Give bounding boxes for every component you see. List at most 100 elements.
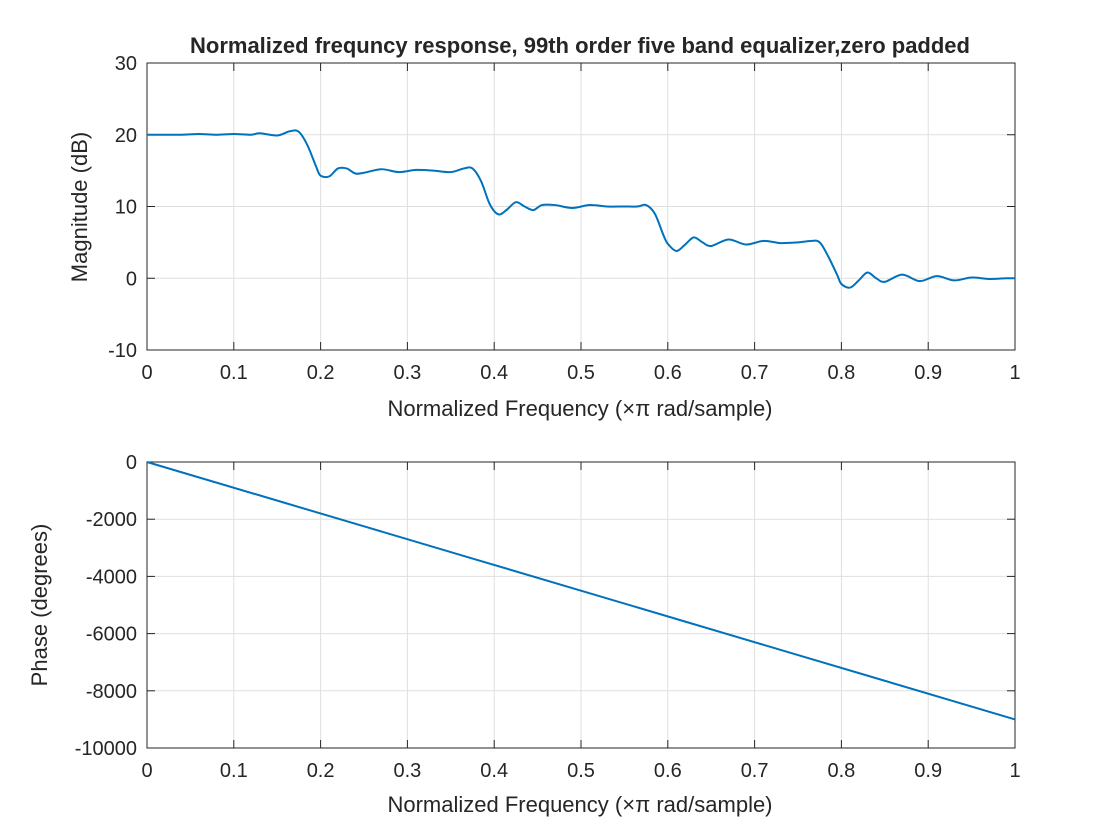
magnitude-data-point: [675, 250, 677, 252]
x-tick-label: 0.5: [567, 760, 595, 782]
magnitude-data-point: [1014, 277, 1016, 279]
magnitude-data-point: [810, 240, 812, 242]
phase-ticks: 0 0.1 0.2 0.3 0.4 0.5 0.6 0.7 0.8 0.9 1 -10000 -8000…: [75, 452, 1021, 782]
magnitude-data-point: [320, 175, 322, 177]
magnitude-data-point: [380, 168, 382, 170]
magnitude-data-point: [181, 134, 183, 136]
y-tick-label: 30: [115, 53, 137, 75]
phase-y-axis-label: Phase (degrees): [27, 524, 52, 687]
magnitude-data-point: [875, 277, 877, 279]
chart-title: Normalized frequncy response, 99th order…: [190, 33, 970, 58]
x-tick-label: 0.4: [480, 362, 508, 384]
magnitude-data-point: [866, 272, 868, 274]
magnitude-data-point: [849, 287, 851, 289]
magnitude-data-point: [354, 172, 356, 174]
phase-data-point: [797, 654, 799, 656]
magnitude-series-line: [146, 129, 1016, 289]
x-tick-label: 0.9: [914, 760, 942, 782]
magnitude-data-point: [571, 207, 573, 209]
x-tick-label: 0.2: [307, 362, 335, 384]
x-tick-label: 0: [141, 760, 152, 782]
y-tick-label: -10: [108, 340, 137, 362]
x-tick-label: 0.3: [393, 760, 421, 782]
y-tick-label: 0: [126, 452, 137, 474]
magnitude-data-point: [858, 279, 860, 281]
y-tick-label: -4000: [86, 566, 137, 588]
x-tick-label: 0.4: [480, 760, 508, 782]
magnitude-data-point: [636, 206, 638, 208]
magnitude-data-point: [480, 180, 482, 182]
magnitude-data-point: [797, 241, 799, 243]
x-tick-label: 0: [141, 362, 152, 384]
magnitude-data-point: [554, 204, 556, 206]
magnitude-y-axis-label: Magnitude (dB): [67, 132, 92, 282]
x-tick-label: 0.2: [307, 760, 335, 782]
magnitude-x-axis-label: Normalized Frequency (×π rad/sample): [387, 396, 772, 421]
magnitude-data-point: [606, 206, 608, 208]
y-tick-label: -8000: [86, 681, 137, 703]
phase-x-axis-label: Normalized Frequency (×π rad/sample): [387, 792, 772, 817]
magnitude-data-point: [623, 206, 625, 208]
y-tick-label: 0: [126, 268, 137, 290]
magnitude-data-point: [667, 243, 669, 245]
phase-data-point: [363, 525, 365, 527]
magnitude-data-point: [762, 240, 764, 242]
magnitude-data-point: [146, 134, 148, 136]
magnitude-data-point: [515, 201, 517, 203]
magnitude-data-point: [250, 134, 252, 136]
y-tick-label: 20: [115, 125, 137, 147]
magnitude-data-point: [702, 241, 704, 243]
magnitude-data-point: [315, 166, 317, 168]
magnitude-data-point: [827, 256, 829, 258]
magnitude-data-point: [780, 242, 782, 244]
magnitude-data-point: [953, 279, 955, 281]
x-tick-label: 0.9: [914, 362, 942, 384]
x-tick-label: 0.6: [654, 362, 682, 384]
phase-series-line: [146, 461, 1016, 721]
phase-data-point: [146, 461, 148, 463]
magnitude-data-point: [1005, 277, 1007, 279]
magnitude-data-point: [450, 171, 452, 173]
x-tick-label: 0.6: [654, 760, 682, 782]
magnitude-data-point: [463, 167, 465, 169]
magnitude-data-point: [233, 133, 235, 135]
magnitude-data-point: [693, 236, 695, 238]
magnitude-data-point: [840, 283, 842, 285]
magnitude-data-point: [884, 281, 886, 283]
y-tick-label: -6000: [86, 624, 137, 646]
x-tick-label: 0.7: [741, 760, 769, 782]
magnitude-data-point: [589, 204, 591, 206]
magnitude-data-point: [901, 274, 903, 276]
phase-data-point: [580, 590, 582, 592]
x-tick-label: 0.8: [827, 362, 855, 384]
magnitude-data-point: [498, 213, 500, 215]
magnitude-data-point: [728, 239, 730, 241]
y-tick-label: -10000: [75, 738, 137, 760]
magnitude-data-point: [988, 278, 990, 280]
magnitude-data-point: [215, 134, 217, 136]
magnitude-axes: 0 0.1 0.2 0.3 0.4 0.5 0.6 0.7 0.8 0.9 1-100102030 …: [67, 53, 1021, 421]
magnitude-data-point: [489, 203, 491, 205]
magnitude-data-point: [936, 275, 938, 277]
magnitude-data-point: [415, 169, 417, 171]
x-tick-label: 0.3: [393, 362, 421, 384]
magnitude-data-point: [398, 171, 400, 173]
magnitude-data-point: [919, 280, 921, 282]
magnitude-data-point: [276, 134, 278, 136]
phase-axes: 0 0.1 0.2 0.3 0.4 0.5 0.6 0.7 0.8 0.9 1 -10000 -8000…: [27, 452, 1021, 817]
magnitude-data-point: [745, 244, 747, 246]
magnitude-data-point: [662, 234, 664, 236]
magnitude-data-point: [971, 277, 973, 279]
magnitude-data-point: [198, 133, 200, 135]
x-tick-label: 0.7: [741, 362, 769, 384]
magnitude-data-point: [524, 206, 526, 208]
x-tick-label: 1: [1009, 362, 1020, 384]
magnitude-data-point: [645, 204, 647, 206]
y-tick-label: -2000: [86, 509, 137, 531]
magnitude-data-point: [432, 170, 434, 172]
magnitude-data-point: [836, 274, 838, 276]
magnitude-data-point: [363, 172, 365, 174]
magnitude-data-point: [684, 244, 686, 246]
